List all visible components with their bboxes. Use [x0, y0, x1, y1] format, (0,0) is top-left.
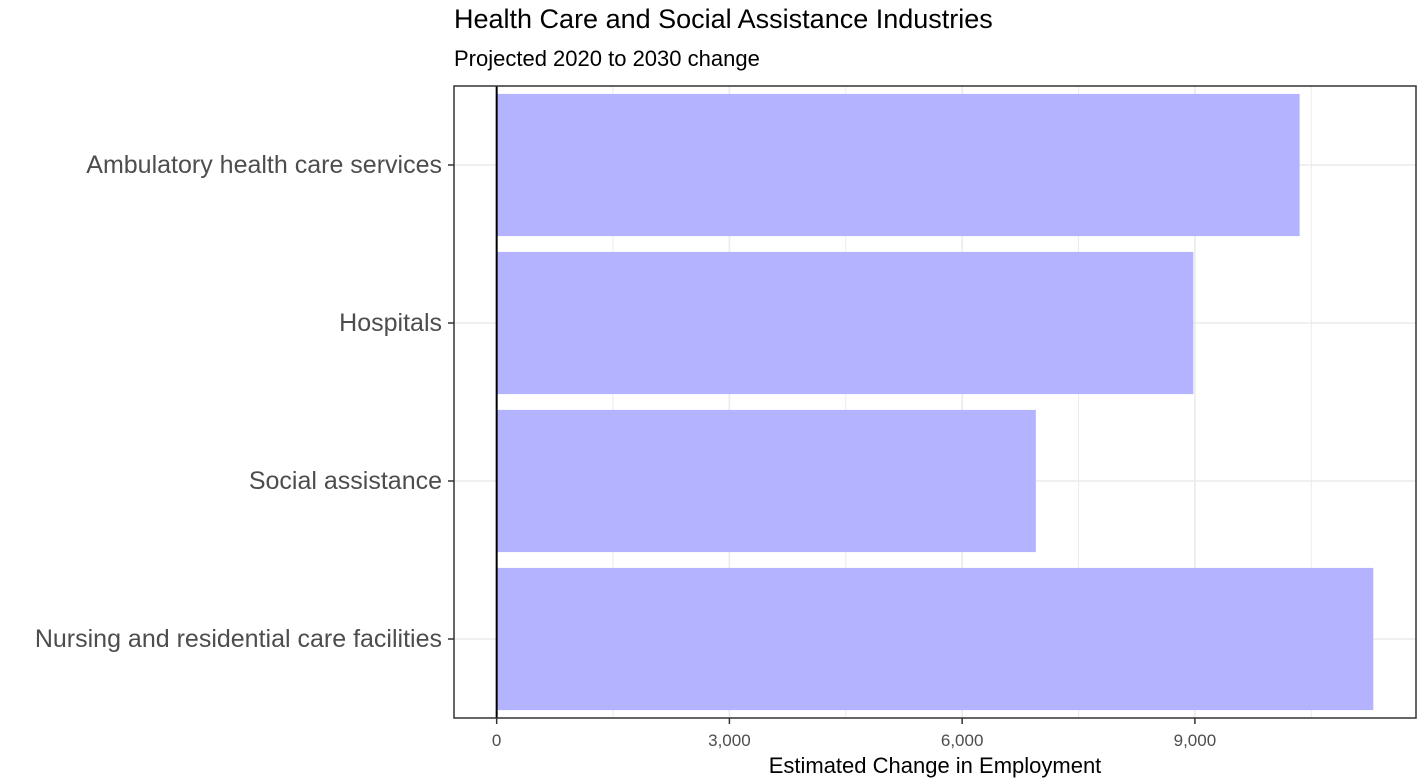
- category-label: Hospitals: [339, 309, 442, 337]
- bar: [496, 93, 1300, 237]
- panel-border: [453, 85, 1417, 719]
- x-axis: 0 3,000 6,000 9,000: [492, 718, 1216, 750]
- bar: [496, 567, 1374, 711]
- category-label: Social assistance: [249, 467, 442, 495]
- x-tick-label: 6,000: [941, 731, 984, 750]
- x-tick-label: 0: [492, 731, 501, 750]
- bar: [496, 409, 1036, 553]
- category-label: Ambulatory health care services: [86, 151, 442, 179]
- x-axis-title: Estimated Change in Employment: [769, 753, 1102, 778]
- y-axis: Ambulatory health care services Hospitals…: [35, 151, 454, 653]
- x-tick-label: 3,000: [708, 731, 751, 750]
- chart-title: Health Care and Social Assistance Indust…: [454, 4, 993, 34]
- bars-layer: [496, 93, 1374, 711]
- x-tick-label: 9,000: [1174, 731, 1217, 750]
- category-label: Nursing and residential care facilities: [35, 625, 442, 653]
- chart-subtitle: Projected 2020 to 2030 change: [454, 46, 760, 71]
- bar: [496, 251, 1194, 395]
